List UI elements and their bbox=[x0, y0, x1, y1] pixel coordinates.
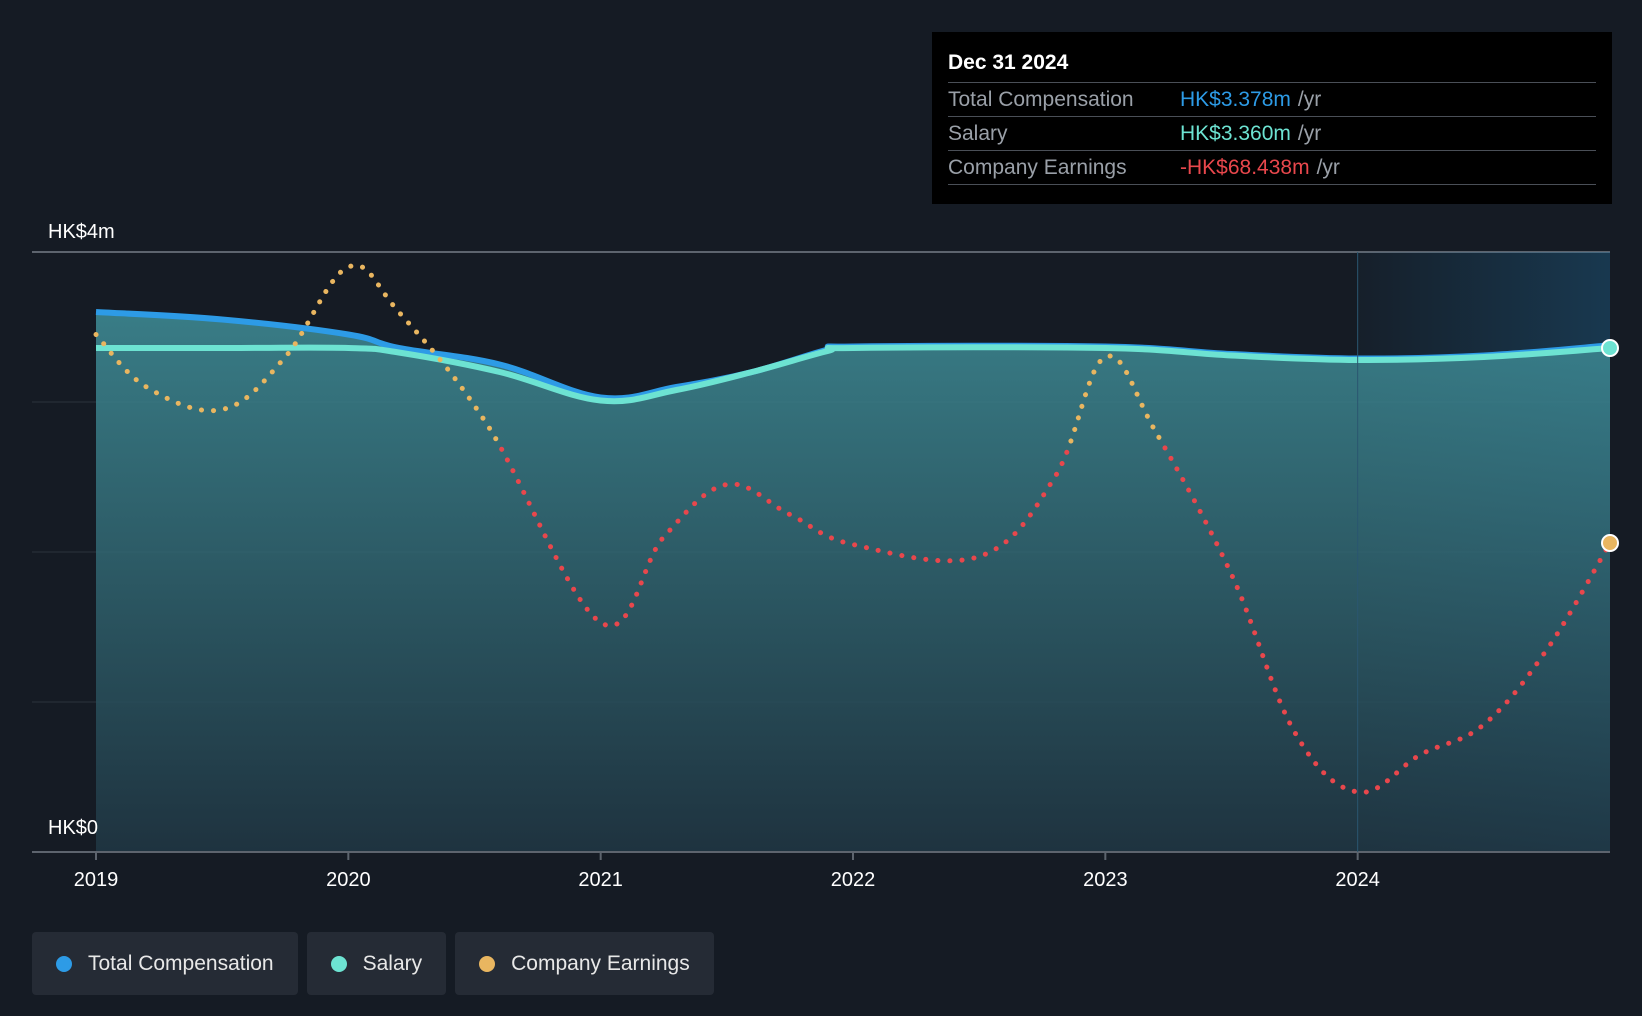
legend-item-total-compensation[interactable]: Total Compensation bbox=[32, 932, 298, 995]
tooltip-unit: /yr bbox=[1297, 121, 1322, 145]
tooltip-row-company-earnings: Company Earnings -HK$68.438m /yr bbox=[948, 150, 1596, 185]
legend-label: Total Compensation bbox=[88, 951, 274, 975]
x-tick-label: 2020 bbox=[326, 869, 371, 891]
salary-area bbox=[96, 312, 1610, 852]
legend-dot-icon bbox=[56, 955, 72, 972]
legend: Total Compensation Salary Company Earnin… bbox=[32, 932, 714, 995]
tooltip-row-total-compensation: Total Compensation HK$3.378m /yr bbox=[948, 82, 1596, 116]
legend-label: Salary bbox=[362, 951, 423, 975]
tooltip-unit: /yr bbox=[1316, 155, 1340, 179]
x-tick-label: 2022 bbox=[831, 869, 876, 891]
x-tick-label: 2021 bbox=[578, 869, 623, 891]
tooltip-date: Dec 31 2024 bbox=[948, 51, 1069, 74]
tooltip-unit: /yr bbox=[1297, 87, 1322, 111]
y-axis-bottom-label: HK$0 bbox=[48, 817, 98, 839]
legend-dot-icon bbox=[479, 955, 496, 972]
tooltip-label: Company Earnings bbox=[948, 155, 1127, 179]
x-tick-label: 2023 bbox=[1083, 869, 1128, 891]
tooltip-label: Total Compensation bbox=[948, 87, 1134, 111]
tooltip-row-salary: Salary HK$3.360m /yr bbox=[948, 116, 1596, 150]
salary-end-marker[interactable] bbox=[1601, 339, 1619, 357]
legend-item-company-earnings[interactable]: Company Earnings bbox=[455, 932, 714, 995]
earnings-end-marker[interactable] bbox=[1601, 534, 1619, 552]
tooltip-value: HK$3.360m bbox=[1180, 121, 1291, 145]
tooltip-label: Salary bbox=[948, 121, 1008, 145]
x-axis-ticks: 2019 2020 2021 2022 2023 2024 bbox=[74, 852, 1380, 891]
x-tick-label: 2019 bbox=[74, 869, 119, 891]
legend-item-salary[interactable]: Salary bbox=[306, 932, 447, 995]
legend-label: Company Earnings bbox=[511, 951, 690, 975]
tooltip-value: HK$3.378m bbox=[1180, 87, 1291, 111]
company-earnings-line bbox=[93, 263, 1613, 795]
salary-line bbox=[96, 344, 1611, 405]
tooltip-value: -HK$68.438m bbox=[1180, 155, 1310, 179]
earnings-line-negative bbox=[495, 444, 1613, 795]
y-axis-top-label: HK$4m bbox=[48, 221, 115, 243]
tooltip: Dec 31 2024 Total Compensation HK$3.378m… bbox=[932, 32, 1612, 204]
x-tick-label: 2024 bbox=[1335, 869, 1380, 891]
legend-dot-icon bbox=[330, 955, 347, 972]
